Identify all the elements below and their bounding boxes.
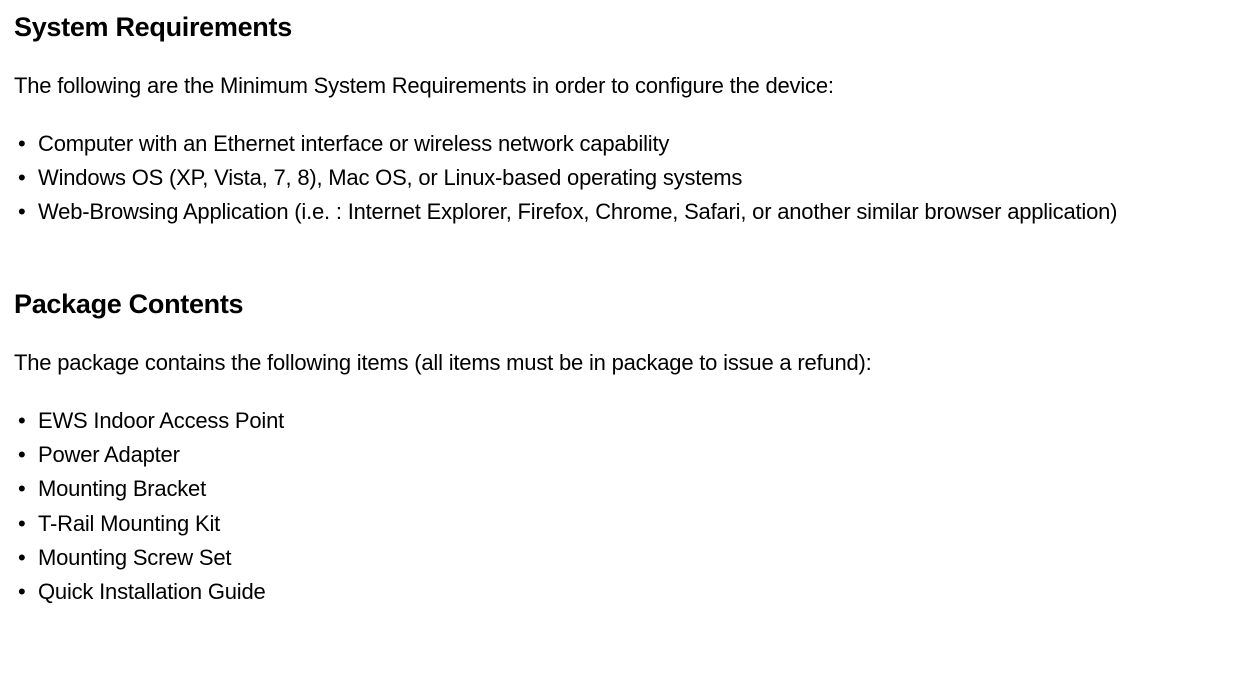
list-item: Mounting Bracket [14, 472, 1237, 506]
section-heading: System Requirements [14, 12, 1237, 43]
list-item: Computer with an Ethernet interface or w… [14, 127, 1237, 161]
list-item: Windows OS (XP, Vista, 7, 8), Mac OS, or… [14, 161, 1237, 195]
list-item: Power Adapter [14, 438, 1237, 472]
section-heading: Package Contents [14, 289, 1237, 320]
section-intro: The following are the Minimum System Req… [14, 73, 1237, 99]
list-item: Quick Installation Guide [14, 575, 1237, 609]
list-item: Mounting Screw Set [14, 541, 1237, 575]
contents-list: EWS Indoor Access Point Power Adapter Mo… [14, 404, 1237, 609]
system-requirements-section: System Requirements The following are th… [14, 12, 1237, 229]
requirements-list: Computer with an Ethernet interface or w… [14, 127, 1237, 229]
list-item: T-Rail Mounting Kit [14, 507, 1237, 541]
list-item: Web-Browsing Application (i.e. : Interne… [14, 195, 1237, 229]
package-contents-section: Package Contents The package contains th… [14, 289, 1237, 609]
section-intro: The package contains the following items… [14, 350, 1237, 376]
list-item: EWS Indoor Access Point [14, 404, 1237, 438]
